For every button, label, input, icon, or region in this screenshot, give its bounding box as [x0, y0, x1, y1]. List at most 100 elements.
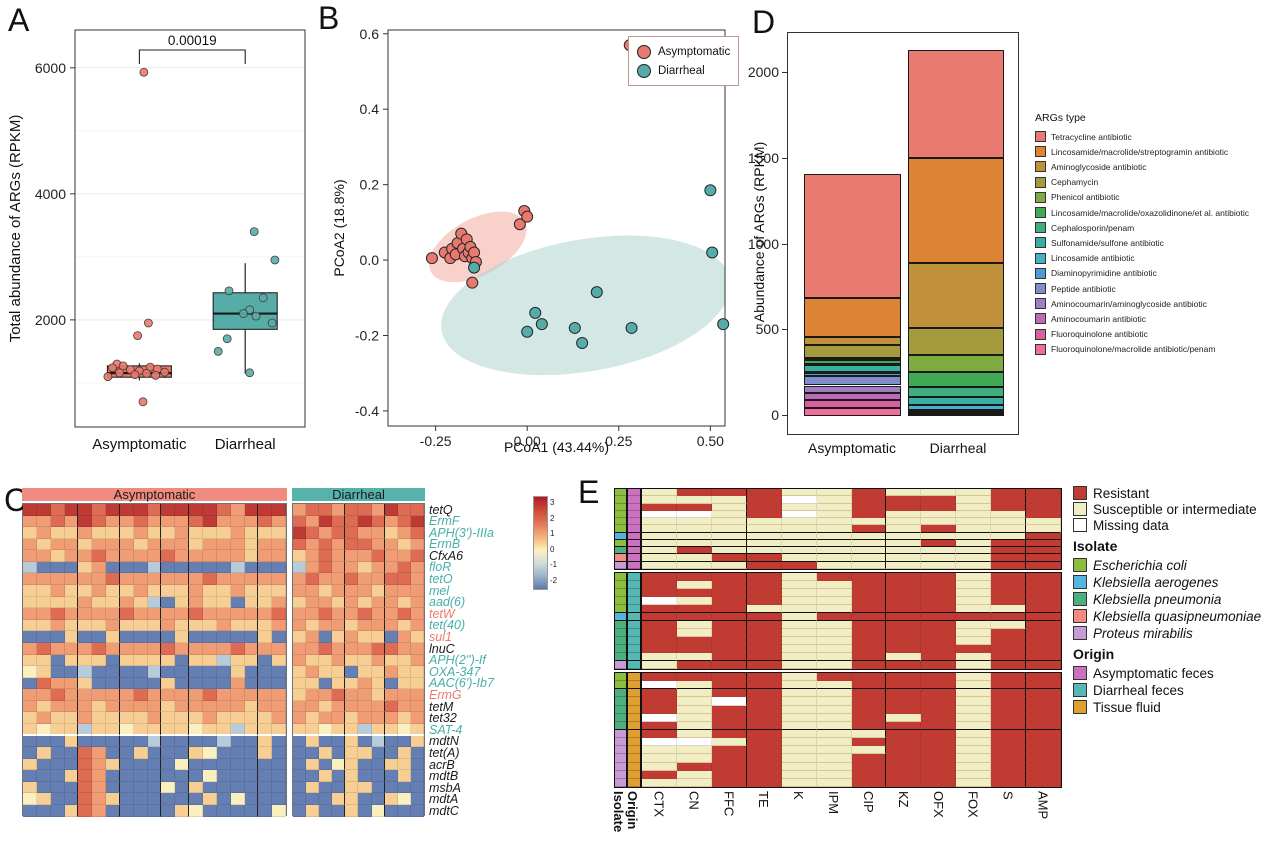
antibiotic-label: S: [1000, 791, 1016, 800]
heatmap-cell: [332, 781, 346, 794]
heatmap-cell: [293, 689, 307, 701]
origin-cell: [628, 581, 640, 589]
heatmap-cell: [956, 581, 992, 589]
heatmap-cell: [711, 532, 747, 540]
heatmap-cell: [189, 735, 203, 748]
heatmap-cell: [258, 631, 273, 643]
gene-label: mdtB: [429, 769, 459, 784]
heatmap-cell: [319, 654, 333, 667]
heatmap-cell: [64, 723, 79, 736]
heatmap-cell: [781, 705, 817, 714]
heatmap-cell: [410, 747, 424, 759]
heatmap-cell: [956, 589, 992, 597]
heatmap-cell: [781, 581, 817, 589]
heatmap-cell: [293, 642, 307, 655]
heatmap-cell: [956, 729, 992, 739]
gene-label: acrB: [429, 757, 455, 772]
origin-cell: [628, 561, 640, 569]
heatmap-cell: [133, 654, 148, 667]
colorbar-tick-label: 0: [550, 544, 555, 554]
heatmap-cell: [133, 689, 148, 701]
heatmap-cell: [272, 723, 287, 736]
heatmap-row: [293, 723, 424, 736]
heatmap-row: [23, 689, 287, 701]
heatmap-cell: [147, 805, 162, 817]
heatmap-cell: [991, 770, 1027, 779]
heatmap-cell: [851, 721, 887, 730]
heatmap-cell: [358, 504, 372, 516]
isolate-cell: [615, 561, 626, 569]
heatmap-cell: [216, 781, 231, 794]
heatmap-cell: [956, 510, 992, 519]
heatmap-cell: [50, 527, 65, 539]
bar-segment: [804, 364, 901, 372]
isolate-cell: [615, 681, 626, 690]
heatmap-row: [293, 515, 424, 528]
origin-cell: [628, 510, 640, 519]
heatmap-cell: [410, 527, 424, 539]
heatmap-cell: [816, 554, 852, 562]
heatmap-cell: [956, 532, 992, 540]
heatmap-cell: [886, 525, 922, 533]
heatmap-cell: [272, 527, 287, 539]
heatmap-cell: [956, 629, 992, 637]
heatmap-cell: [23, 666, 37, 678]
heatmap-row: [642, 581, 1062, 589]
heatmap-cell: [345, 515, 359, 528]
heatmap-cell: [189, 781, 203, 794]
y-axis-tick-label: 0.0: [360, 252, 380, 268]
heatmap-cell: [332, 527, 346, 539]
heatmap-cell: [781, 778, 817, 787]
heatmap-cell: [119, 527, 134, 539]
heatmap-cell: [216, 770, 231, 782]
heatmap-colorbar: [533, 496, 548, 590]
y-axis-tick-label: -0.4: [355, 403, 379, 419]
heatmap-cell: [92, 666, 107, 678]
heatmap-cell: [956, 705, 992, 714]
heatmap-cell: [1026, 729, 1062, 739]
heatmap-cell: [816, 754, 852, 763]
heatmap-cell: [202, 596, 217, 609]
heatmap-cell: [816, 721, 852, 730]
legend-swatch-icon: [1035, 283, 1046, 294]
heatmap-cell: [358, 793, 372, 806]
panel-e-legend: Isolate Origin Resistant Susceptible or i…: [1073, 478, 1268, 738]
heatmap-cell: [36, 619, 51, 632]
heatmap-cell: [711, 621, 747, 629]
data-point: [576, 337, 589, 350]
legend-item: Aminocoumarin/aminoglycoside antibiotic: [1035, 297, 1207, 310]
heatmap-cell: [272, 561, 287, 574]
heatmap-cell: [384, 805, 398, 817]
x-axis-tick-label: 0.25: [605, 433, 632, 449]
origin-cell: [628, 489, 640, 497]
heatmap-cell: [956, 689, 992, 698]
heatmap-cell: [345, 689, 359, 701]
heatmap-cell: [676, 525, 712, 533]
bar-segment: [908, 158, 1004, 263]
heatmap-cell: [202, 550, 217, 562]
heatmap-cell: [397, 550, 411, 562]
gene-label: tet32: [429, 711, 457, 726]
heatmap-cell: [216, 666, 231, 678]
heatmap-cell: [746, 621, 782, 629]
heatmap-cell: [64, 561, 79, 574]
heatmap-cell: [711, 754, 747, 763]
heatmap-row: [293, 700, 424, 713]
heatmap-cell: [306, 770, 320, 782]
heatmap-cell: [410, 805, 424, 817]
heatmap-cell: [244, 747, 259, 759]
data-point: [222, 334, 232, 344]
heatmap-cell: [119, 515, 134, 528]
heatmap-cell: [147, 561, 162, 574]
y-axis-tick-label: 0.4: [360, 101, 380, 117]
heatmap-cell: [781, 589, 817, 597]
heatmap-cell: [78, 747, 93, 759]
heatmap-row: [642, 597, 1062, 605]
heatmap-cell: [64, 515, 79, 528]
heatmap-cell: [371, 642, 385, 655]
heatmap-cell: [133, 666, 148, 678]
gene-label: ErmG: [429, 687, 462, 702]
heatmap-cell: [956, 645, 992, 653]
heatmap-cell: [886, 613, 922, 621]
heatmap-cell: [851, 503, 887, 511]
